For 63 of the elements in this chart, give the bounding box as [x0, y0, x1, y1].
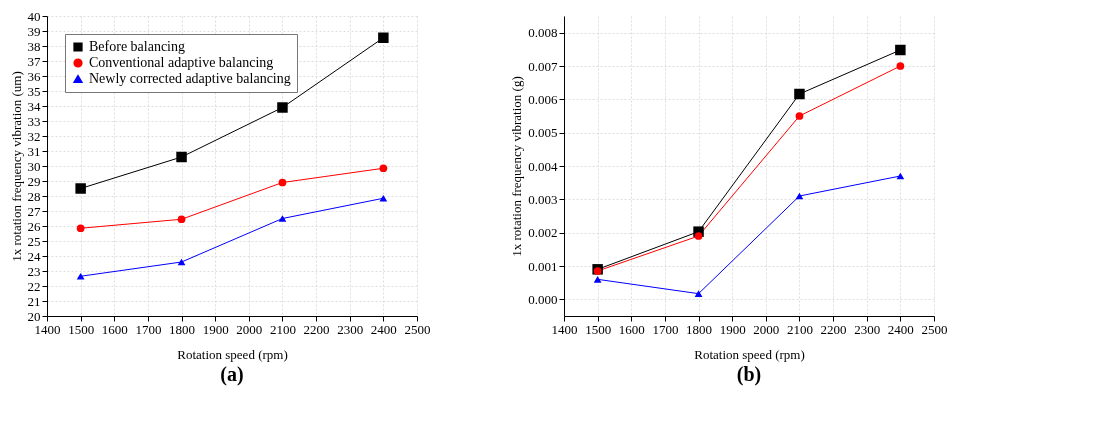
y-tick-label: 23 — [27, 263, 41, 279]
y-tick-label: 26 — [27, 218, 41, 234]
y-tick-label: 34 — [27, 98, 41, 114]
legend-label: Newly corrected adaptive balancing — [89, 71, 291, 86]
y-tick-label: 37 — [27, 53, 41, 69]
y-tick-label: 38 — [27, 38, 41, 54]
y-tick-label: 28 — [27, 188, 41, 204]
y-axis-title: 1x rotation frequency vibration (um) — [8, 71, 24, 262]
y-tick-label: 25 — [27, 233, 41, 249]
x-tick-label: 1900 — [719, 321, 746, 337]
x-tick-label: 1700 — [135, 321, 162, 337]
x-tick-label: 2000 — [236, 321, 263, 337]
x-tick-label: 1500 — [68, 321, 95, 337]
y-tick-label: 0.001 — [528, 258, 558, 274]
y-tick-label: 33 — [27, 113, 41, 129]
y-tick-label: 31 — [27, 143, 41, 159]
y-tick-label: 24 — [27, 248, 41, 264]
x-tick-label: 2200 — [820, 321, 847, 337]
legend-label: Conventional adaptive balancing — [89, 55, 274, 70]
x-tick-label: 1800 — [169, 321, 196, 337]
y-tick-label: 22 — [27, 278, 41, 294]
y-tick-label: 36 — [27, 68, 41, 84]
x-tick-label: 1600 — [101, 321, 128, 337]
y-tick-label: 0.000 — [528, 291, 558, 307]
y-tick-label: 39 — [27, 23, 41, 39]
x-tick-label: 1400 — [551, 321, 578, 337]
x-tick-label: 2100 — [269, 321, 296, 337]
y-tick-label: 32 — [27, 128, 41, 144]
text: (b) — [736, 363, 762, 386]
x-tick-label: 2300 — [337, 321, 364, 337]
x-tick-label: 2500 — [404, 321, 431, 337]
y-axis-title: 1x rotation frequency vibration (g) — [509, 76, 525, 257]
y-tick-label: 30 — [27, 158, 41, 174]
x-tick-label: 2400 — [370, 321, 397, 337]
x-tick-label: 1800 — [686, 321, 713, 337]
y-tick-label: 0.006 — [528, 91, 558, 107]
y-tick-label: 0.003 — [528, 191, 558, 207]
x-tick-label: 1900 — [202, 321, 229, 337]
y-tick-label: 0.004 — [528, 158, 558, 174]
y-tick-label: 27 — [27, 203, 41, 219]
x-tick-label: 1400 — [34, 321, 61, 337]
y-tick-label: 40 — [27, 8, 41, 24]
x-tick-label: 1700 — [652, 321, 679, 337]
y-tick-label: 21 — [27, 293, 41, 309]
x-axis-title: Rotation speed (rpm) — [694, 346, 805, 362]
x-tick-label: 1500 — [585, 321, 612, 337]
x-tick-label: 2400 — [887, 321, 914, 337]
y-tick-label: 20 — [27, 308, 41, 324]
y-tick-label: 0.007 — [528, 58, 558, 74]
x-tick-label: 2200 — [303, 321, 330, 337]
legend-label: Before balancing — [89, 39, 186, 54]
x-tick-label: 2100 — [786, 321, 813, 337]
x-tick-label: 2300 — [854, 321, 881, 337]
x-tick-label: 1600 — [618, 321, 645, 337]
x-axis-title: Rotation speed (rpm) — [177, 346, 288, 362]
y-tick-label: 29 — [27, 173, 41, 189]
y-tick-label: 0.005 — [528, 125, 558, 141]
y-tick-label: 0.008 — [528, 25, 558, 41]
y-tick-label: 35 — [27, 83, 41, 99]
y-tick-label: 0.002 — [528, 225, 558, 241]
x-tick-label: 2500 — [921, 321, 948, 337]
x-tick-label: 2000 — [753, 321, 780, 337]
text: (a) — [220, 363, 244, 386]
